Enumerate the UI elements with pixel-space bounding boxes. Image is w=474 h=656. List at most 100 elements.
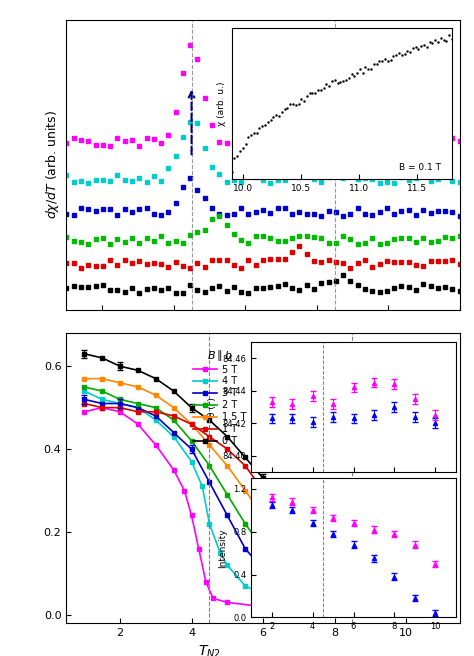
1.5 T <box>225 462 230 470</box>
4 T <box>225 562 230 569</box>
Line: 1 T: 1 T <box>82 401 301 535</box>
3 T <box>225 512 230 520</box>
1.5 T <box>117 379 123 387</box>
3 T <box>296 586 301 594</box>
3 T <box>260 565 266 573</box>
Text: $T_{N1}$: $T_{N1}$ <box>356 523 379 540</box>
Y-axis label: $d\chi/d\mathit{T}$ (arb. units): $d\chi/d\mathit{T}$ (arb. units) <box>44 110 61 219</box>
1.5 T <box>135 383 141 391</box>
2 T <box>296 569 301 577</box>
1 T <box>153 408 159 416</box>
2 T <box>225 491 230 499</box>
1 T <box>82 400 87 407</box>
2 T <box>153 403 159 411</box>
Text: $T_{N2}$: $T_{N2}$ <box>198 644 221 656</box>
3 T <box>367 598 373 606</box>
1.5 T <box>242 487 248 495</box>
0 T <box>332 544 337 552</box>
2 T <box>117 396 123 403</box>
1 T <box>296 528 301 536</box>
1 T <box>189 420 194 428</box>
4 T <box>242 582 248 590</box>
2 T <box>99 387 105 395</box>
0 T <box>117 362 123 370</box>
2 T <box>332 582 337 590</box>
1.5 T <box>171 403 176 411</box>
2 T <box>260 544 266 552</box>
3 T <box>332 594 337 602</box>
1.5 T <box>189 420 194 428</box>
2 T <box>171 416 176 424</box>
0 T <box>82 350 87 358</box>
5 T <box>82 408 87 416</box>
1.5 T <box>367 573 373 581</box>
0 T <box>153 375 159 382</box>
1.5 T <box>153 391 159 399</box>
Line: 2 T: 2 T <box>82 384 337 588</box>
1.5 T <box>82 375 87 382</box>
1 T <box>225 445 230 453</box>
5 T <box>189 512 194 520</box>
3 T <box>117 400 123 407</box>
0 T <box>439 598 445 606</box>
0 T <box>242 453 248 461</box>
1 T <box>207 433 212 441</box>
3 T <box>171 428 176 436</box>
5 T <box>171 466 176 474</box>
1.5 T <box>99 375 105 382</box>
0 T <box>99 354 105 362</box>
4 T <box>117 400 123 407</box>
2 T <box>207 462 212 470</box>
4 T <box>207 520 212 527</box>
4 T <box>82 387 87 395</box>
5 T <box>99 403 105 411</box>
2 T <box>189 437 194 445</box>
1.5 T <box>403 582 409 590</box>
Line: 1.5 T: 1.5 T <box>82 376 444 592</box>
0 T <box>225 433 230 441</box>
1 T <box>242 462 248 470</box>
5 T <box>225 598 230 606</box>
4 T <box>153 416 159 424</box>
5 T <box>196 544 201 552</box>
Line: 4 T: 4 T <box>82 388 301 605</box>
5 T <box>203 578 209 586</box>
0 T <box>367 578 373 586</box>
Line: 0 T: 0 T <box>82 352 444 605</box>
2 T <box>242 520 248 527</box>
5 T <box>117 408 123 416</box>
3 T <box>242 544 248 552</box>
3 T <box>189 445 194 453</box>
1.5 T <box>207 441 212 449</box>
0 T <box>403 594 409 602</box>
0 T <box>171 387 176 395</box>
0 T <box>189 403 194 411</box>
5 T <box>135 420 141 428</box>
1.5 T <box>296 537 301 544</box>
Line: 3 T: 3 T <box>82 397 373 605</box>
3 T <box>82 396 87 403</box>
3 T <box>207 478 212 486</box>
5 T <box>182 487 187 495</box>
1.5 T <box>332 557 337 565</box>
3 T <box>135 403 141 411</box>
4 T <box>99 396 105 403</box>
Legend: 5 T, 4 T, 3 T, 2 T, 1.5 T, 1 T, 0 T: 5 T, 4 T, 3 T, 2 T, 1.5 T, 1 T, 0 T <box>189 344 250 450</box>
4 T <box>260 590 266 598</box>
1 T <box>99 403 105 411</box>
4 T <box>217 549 223 557</box>
4 T <box>296 598 301 606</box>
3 T <box>153 412 159 420</box>
0 T <box>207 416 212 424</box>
1 T <box>135 408 141 416</box>
1 T <box>117 403 123 411</box>
5 T <box>260 603 266 611</box>
5 T <box>153 441 159 449</box>
2 T <box>135 400 141 407</box>
0 T <box>260 474 266 482</box>
4 T <box>200 482 205 490</box>
4 T <box>189 458 194 466</box>
2 T <box>82 383 87 391</box>
4 T <box>171 433 176 441</box>
1.5 T <box>439 586 445 594</box>
